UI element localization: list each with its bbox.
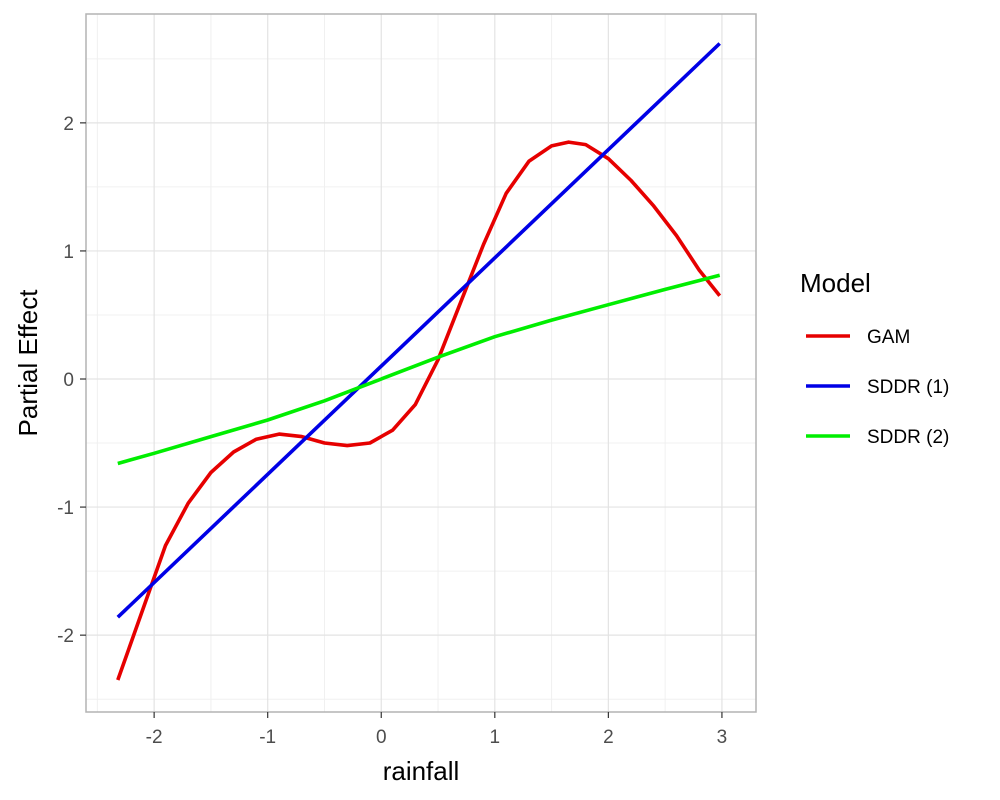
y-tick-label: 0 [63, 370, 74, 391]
x-axis-title: rainfall [383, 756, 460, 786]
legend-title: Model [800, 268, 871, 298]
x-tick-label: 0 [376, 727, 387, 748]
major-gridlines [86, 14, 756, 712]
x-tick-label: 1 [490, 727, 501, 748]
series-line-gam [116, 140, 722, 681]
x-axis-ticks: -2 -1 0 1 2 3 [146, 712, 728, 748]
legend-label-sddr-1: SDDR (1) [867, 377, 949, 398]
y-axis-ticks: -2 -1 0 1 2 [57, 114, 86, 647]
x-tick-label: -2 [146, 727, 163, 748]
x-tick-label: 3 [717, 727, 728, 748]
series-lines [116, 42, 722, 681]
y-axis-title: Partial Effect [13, 289, 43, 437]
y-tick-label: 2 [63, 114, 74, 135]
minor-gridlines [86, 14, 756, 712]
y-tick-label: 1 [63, 242, 74, 263]
legend-label-gam: GAM [867, 327, 910, 348]
legend-label-sddr-2: SDDR (2) [867, 427, 949, 448]
y-tick-label: -1 [57, 498, 74, 519]
x-tick-label: 2 [603, 727, 614, 748]
series-line-sddr-1 [116, 42, 721, 619]
x-tick-label: -1 [259, 727, 276, 748]
legend: Model GAM SDDR (1) SDDR (2) [800, 268, 949, 448]
series-line-sddr-2 [117, 273, 721, 466]
legend-items: GAM SDDR (1) SDDR (2) [806, 327, 949, 448]
plot-panel-border [85, 13, 757, 713]
y-tick-label: -2 [57, 626, 74, 647]
